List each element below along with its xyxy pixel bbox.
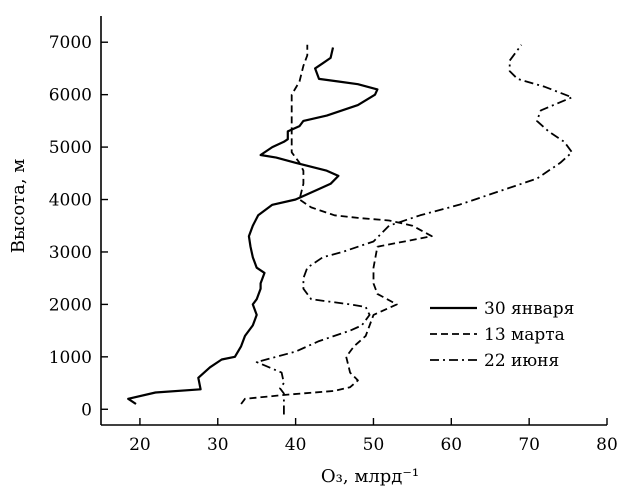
y-tick-label: 0 [81, 400, 92, 420]
legend-label-1: 30 января [484, 299, 574, 319]
y-axis-title: Высота, м [8, 159, 29, 254]
y-tick-label: 7000 [49, 33, 92, 53]
x-tick-label: 80 [596, 435, 618, 455]
x-tick-label: 30 [207, 435, 229, 455]
x-tick-label: 60 [440, 435, 462, 455]
series-line-2 [240, 44, 433, 405]
y-tick-label: 2000 [49, 295, 92, 315]
legend: 30 января 13 марта 22 июня [430, 299, 574, 371]
series-line-3 [255, 44, 573, 415]
x-tick-label: 50 [363, 435, 385, 455]
y-tick-label: 5000 [49, 138, 92, 158]
y-tick-label: 3000 [49, 243, 92, 263]
plot-area: 20 30 40 50 60 70 80 0 1000 2000 3000 4000 5000 6000 7… [49, 16, 618, 455]
series-layer [127, 44, 573, 415]
x-axis-title: O₃, млрд⁻¹ [321, 466, 419, 487]
x-tick-label: 40 [285, 435, 307, 455]
x-tick-label: 20 [129, 435, 151, 455]
legend-label-3: 22 июня [484, 351, 559, 371]
legend-label-2: 13 марта [484, 325, 565, 345]
series-line-1 [127, 47, 379, 405]
x-tick-label: 70 [518, 435, 540, 455]
y-tick-label: 1000 [49, 348, 92, 368]
tick-layer: 20 30 40 50 60 70 80 0 1000 2000 3000 4000 5000 6000 7… [49, 33, 618, 455]
y-tick-label: 6000 [49, 86, 92, 106]
y-tick-label: 4000 [49, 191, 92, 211]
